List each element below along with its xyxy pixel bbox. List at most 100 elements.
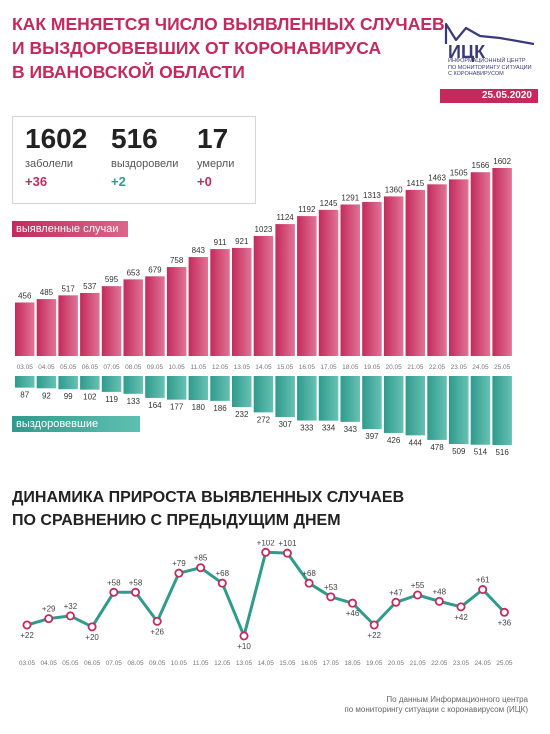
increase-point-label: +102 [257, 540, 276, 547]
bar-cases-label: 1602 [493, 157, 511, 166]
bar-recovered-label: 119 [105, 395, 118, 404]
title-line-1: Как меняется число выявленных случаев [12, 14, 445, 34]
bar-recovered-label: 397 [365, 432, 379, 441]
increase-point [347, 598, 357, 608]
increase-point-label: +58 [107, 578, 121, 587]
increase-point-label: +101 [278, 540, 297, 548]
increase-point [326, 592, 336, 602]
line-x-tick-label: 19.05 [366, 660, 383, 667]
bar-cases [166, 267, 187, 356]
increase-point-label: +20 [85, 633, 99, 642]
bar-recovered-label: 180 [192, 403, 206, 412]
increase-point [196, 563, 206, 573]
bar-recovered [166, 376, 187, 400]
logo-name: ИЦК [448, 42, 486, 62]
increase-point [369, 620, 379, 630]
stats-box: 1602 заболели +36 516 выздоровели +2 17 … [12, 116, 256, 204]
line-x-tick-label: 13.05 [236, 660, 253, 667]
bar-recovered [232, 376, 252, 408]
bar-recovered-label: 334 [322, 424, 336, 433]
increase-point [174, 568, 184, 578]
bar-cases [80, 292, 100, 356]
bar-x-tick-label: 06.05 [82, 364, 99, 371]
bar-cases [188, 257, 209, 356]
increase-point-label: +85 [194, 554, 208, 563]
bar-recovered-label: 514 [474, 448, 488, 457]
bar-x-tick-label: 04.05 [38, 364, 55, 371]
bar-recovered [15, 376, 35, 388]
source-note: По данным Информационного центра по мони… [344, 695, 528, 715]
bar-recovered [101, 376, 122, 392]
bar-cases-label: 595 [105, 275, 119, 284]
bar-recovered [145, 376, 165, 398]
line-x-tick-label: 24.05 [475, 660, 492, 667]
line-x-tick-label: 15.05 [279, 660, 296, 667]
title-line-3: в Ивановской области [12, 62, 245, 82]
increase-point-label: +47 [389, 588, 403, 597]
bar-recovered-label: 133 [127, 397, 141, 406]
bar-cases [36, 299, 57, 356]
bar-x-tick-label: 08.05 [125, 364, 142, 371]
stat-recovered-value: 516 [111, 123, 158, 154]
line-x-tick-label: 08.05 [127, 660, 144, 667]
bar-cases [340, 204, 360, 356]
bar-cases [15, 302, 35, 356]
bar-cases [145, 276, 165, 356]
bar-cases-label: 758 [170, 256, 184, 265]
line-x-tick-label: 20.05 [388, 660, 405, 667]
bar-cases [210, 249, 230, 356]
line-x-tick-label: 23.05 [453, 660, 470, 667]
increase-point-label: +36 [498, 618, 512, 627]
logo-caption-line: ИНФОРМАЦИОННЫЙ ЦЕНТР [448, 58, 526, 64]
increase-point [499, 607, 509, 617]
bar-cases-label: 1023 [255, 225, 273, 234]
line-x-tick-label: 25.05 [496, 660, 513, 667]
bar-cases-label: 1415 [406, 179, 424, 188]
bar-x-tick-label: 15.05 [277, 364, 294, 371]
increase-point-label: +46 [346, 609, 360, 618]
increase-point [152, 616, 162, 626]
bar-cases [318, 209, 339, 356]
bar-recovered [297, 376, 317, 421]
stat-infected-label: заболели [25, 158, 74, 170]
bar-x-tick-label: 13.05 [234, 364, 251, 371]
bar-recovered [449, 376, 469, 445]
source-line-2: по мониторингу ситуации с коронавирусом … [344, 705, 528, 714]
source-line-1: По данным Информационного центра [386, 695, 528, 704]
bar-recovered [383, 376, 404, 433]
bar-cases [297, 216, 317, 356]
line-x-tick-label: 22.05 [431, 660, 448, 667]
bar-cases [253, 235, 274, 356]
bar-x-tick-label: 17.05 [320, 364, 337, 371]
bar-recovered-label: 444 [409, 438, 423, 447]
increase-point-label: +10 [237, 642, 251, 651]
bar-recovered-label: 478 [430, 443, 444, 452]
bar-cases [362, 201, 382, 356]
logo-caption-line: ПО МОНИТОРИНГУ СИТУАЦИИ [448, 64, 532, 71]
bar-cases [492, 168, 512, 356]
bar-recovered-label: 92 [42, 391, 51, 400]
ick-logo: ИЦК [444, 22, 535, 62]
increase-point-label: +68 [302, 569, 316, 578]
bar-x-tick-label: 10.05 [169, 364, 186, 371]
bar-cases-label: 1124 [277, 213, 295, 222]
bar-recovered-label: 516 [495, 448, 509, 457]
stat-recovered-label: выздоровели [111, 158, 179, 170]
bar-recovered [210, 376, 230, 401]
bar-recovered-label: 333 [300, 424, 314, 433]
bar-cases-label: 843 [192, 246, 206, 255]
bar-cases-label: 456 [18, 291, 32, 300]
increase-point-label: +61 [476, 576, 490, 585]
line-chart-title-line-2: по сравнению с предыдущим днем [12, 512, 341, 529]
bar-cases-label: 1505 [450, 168, 468, 177]
bar-cases-label: 1360 [385, 185, 403, 194]
bar-recovered [492, 376, 512, 445]
stat-died-value: 17 [197, 123, 229, 154]
bar-recovered-label: 509 [452, 447, 466, 456]
increase-point [434, 596, 444, 606]
bar-recovered-label: 99 [64, 392, 73, 401]
increase-point-label: +22 [20, 631, 34, 640]
stat-died-label: умерли [197, 158, 235, 170]
increase-point-label: +68 [216, 569, 230, 578]
bar-recovered [427, 376, 447, 440]
